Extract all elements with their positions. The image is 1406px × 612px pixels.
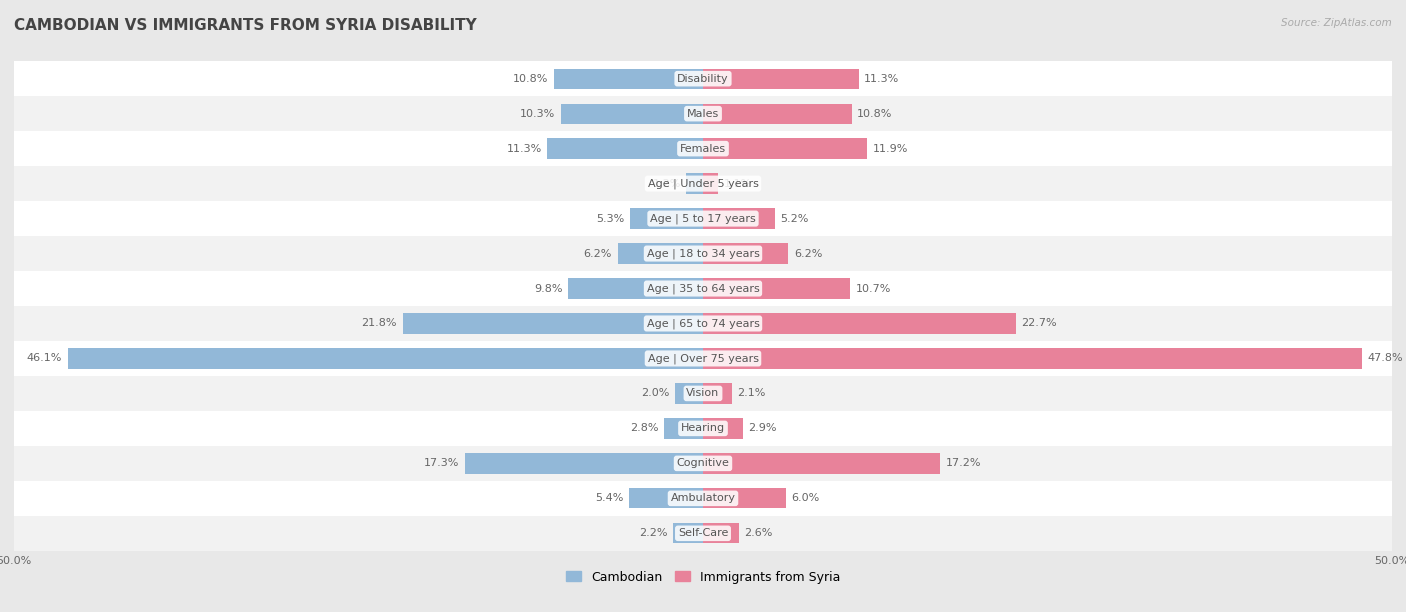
Text: 5.2%: 5.2% — [780, 214, 808, 223]
Text: 6.2%: 6.2% — [794, 248, 823, 258]
Bar — [703, 69, 859, 89]
Text: 10.7%: 10.7% — [856, 283, 891, 294]
Bar — [703, 348, 1361, 368]
Bar — [630, 209, 703, 229]
Bar — [14, 271, 1392, 306]
Bar — [675, 383, 703, 403]
Bar — [14, 236, 1392, 271]
Bar — [703, 278, 851, 299]
Text: 10.3%: 10.3% — [520, 109, 555, 119]
Text: Age | 18 to 34 years: Age | 18 to 34 years — [647, 248, 759, 259]
Text: 5.3%: 5.3% — [596, 214, 624, 223]
Bar — [703, 138, 868, 159]
Text: 2.2%: 2.2% — [638, 528, 668, 539]
Text: 17.3%: 17.3% — [423, 458, 460, 468]
Text: CAMBODIAN VS IMMIGRANTS FROM SYRIA DISABILITY: CAMBODIAN VS IMMIGRANTS FROM SYRIA DISAB… — [14, 18, 477, 34]
Text: 6.2%: 6.2% — [583, 248, 612, 258]
Text: 11.9%: 11.9% — [873, 144, 908, 154]
Bar — [703, 209, 775, 229]
Bar — [703, 173, 718, 194]
Bar — [703, 488, 786, 509]
Text: Source: ZipAtlas.com: Source: ZipAtlas.com — [1281, 18, 1392, 28]
Text: 9.8%: 9.8% — [534, 283, 562, 294]
Text: 22.7%: 22.7% — [1021, 318, 1057, 329]
Text: 11.3%: 11.3% — [506, 144, 541, 154]
Bar — [672, 523, 703, 543]
Bar — [686, 173, 703, 194]
Text: 47.8%: 47.8% — [1367, 354, 1403, 364]
Bar — [547, 138, 703, 159]
Bar — [703, 418, 742, 439]
Text: Cognitive: Cognitive — [676, 458, 730, 468]
Bar — [14, 61, 1392, 96]
Bar — [617, 244, 703, 264]
Bar — [14, 306, 1392, 341]
Text: 2.6%: 2.6% — [744, 528, 773, 539]
Text: 17.2%: 17.2% — [945, 458, 981, 468]
Bar — [14, 516, 1392, 551]
Bar — [628, 488, 703, 509]
Text: 46.1%: 46.1% — [27, 354, 62, 364]
Bar — [14, 411, 1392, 446]
Text: Hearing: Hearing — [681, 424, 725, 433]
Legend: Cambodian, Immigrants from Syria: Cambodian, Immigrants from Syria — [561, 565, 845, 589]
Bar — [665, 418, 703, 439]
Text: Ambulatory: Ambulatory — [671, 493, 735, 503]
Text: 5.4%: 5.4% — [595, 493, 623, 503]
Bar — [554, 69, 703, 89]
Bar — [14, 341, 1392, 376]
Bar — [14, 481, 1392, 516]
Text: 2.0%: 2.0% — [641, 389, 669, 398]
Bar — [703, 244, 789, 264]
Bar — [67, 348, 703, 368]
Bar — [14, 201, 1392, 236]
Text: 1.1%: 1.1% — [724, 179, 752, 188]
Bar — [402, 313, 703, 334]
Bar — [568, 278, 703, 299]
Text: 2.9%: 2.9% — [748, 424, 778, 433]
Bar — [703, 453, 941, 474]
Bar — [14, 376, 1392, 411]
Text: Vision: Vision — [686, 389, 720, 398]
Text: 1.2%: 1.2% — [652, 179, 681, 188]
Text: 10.8%: 10.8% — [513, 73, 548, 84]
Text: Age | 35 to 64 years: Age | 35 to 64 years — [647, 283, 759, 294]
Bar — [14, 446, 1392, 481]
Bar — [703, 523, 738, 543]
Bar — [14, 131, 1392, 166]
Text: Disability: Disability — [678, 73, 728, 84]
Bar — [703, 313, 1015, 334]
Bar — [14, 96, 1392, 131]
Text: 2.8%: 2.8% — [630, 424, 659, 433]
Text: Females: Females — [681, 144, 725, 154]
Text: 21.8%: 21.8% — [361, 318, 396, 329]
Bar — [14, 166, 1392, 201]
Bar — [561, 103, 703, 124]
Text: Age | 5 to 17 years: Age | 5 to 17 years — [650, 214, 756, 224]
Bar — [464, 453, 703, 474]
Bar — [703, 103, 852, 124]
Text: 6.0%: 6.0% — [792, 493, 820, 503]
Text: Self-Care: Self-Care — [678, 528, 728, 539]
Text: Age | 65 to 74 years: Age | 65 to 74 years — [647, 318, 759, 329]
Bar — [703, 383, 733, 403]
Text: 11.3%: 11.3% — [865, 73, 900, 84]
Text: Age | Under 5 years: Age | Under 5 years — [648, 178, 758, 189]
Text: Age | Over 75 years: Age | Over 75 years — [648, 353, 758, 364]
Text: Males: Males — [688, 109, 718, 119]
Text: 10.8%: 10.8% — [858, 109, 893, 119]
Text: 2.1%: 2.1% — [738, 389, 766, 398]
